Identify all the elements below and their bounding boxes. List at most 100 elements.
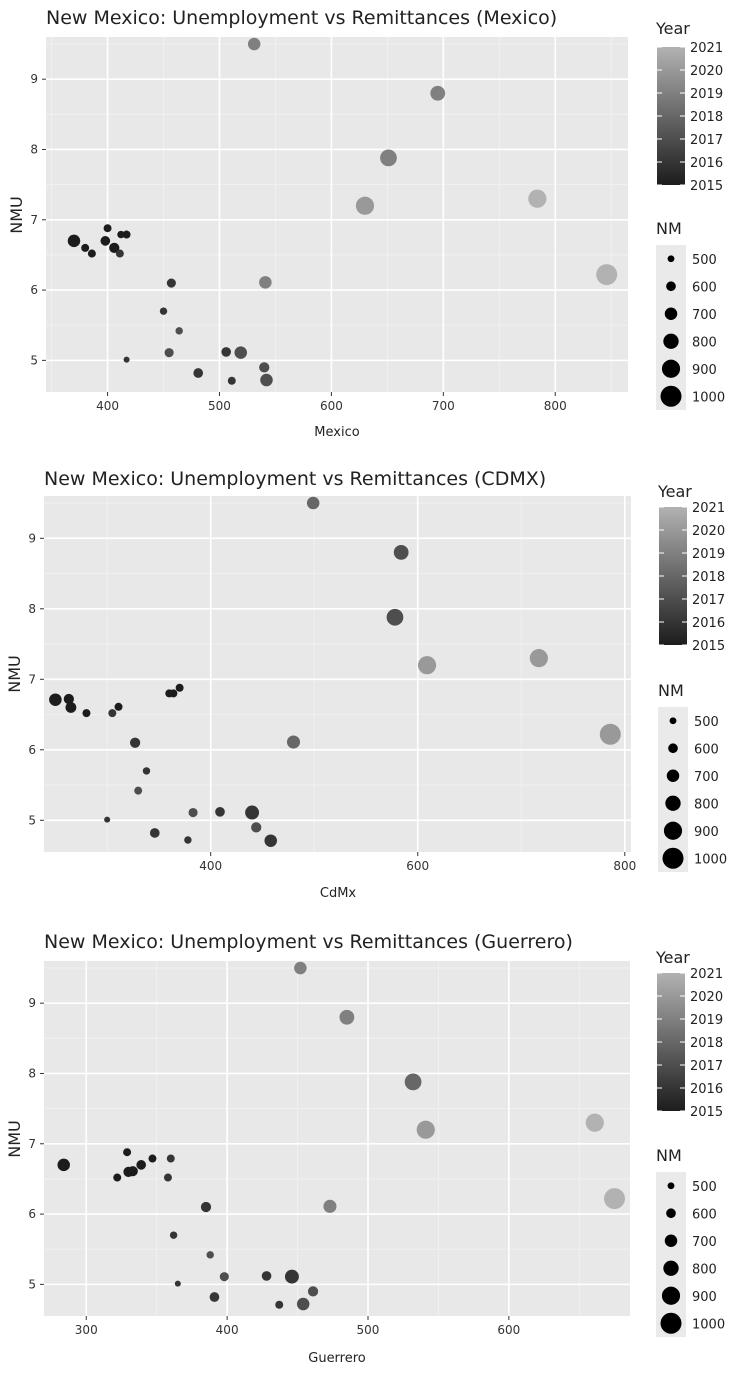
- legend-nm-keys: 500 600 700 800 900 1000: [660, 253, 725, 407]
- plot-background: [46, 37, 628, 392]
- nm-key-circle: [667, 1182, 675, 1190]
- data-point: [416, 1120, 435, 1139]
- data-point: [63, 693, 74, 705]
- data-point: [49, 693, 62, 706]
- nm-key-circle: [660, 1312, 682, 1334]
- legend-nm-title: NM: [656, 219, 682, 238]
- nm-key-circle: [663, 1260, 679, 1276]
- grid: [46, 37, 628, 392]
- nm-key-circle: [663, 821, 683, 840]
- year-label: 2020: [690, 64, 723, 79]
- data-point: [169, 689, 178, 698]
- legend-nm-title: NM: [656, 1146, 682, 1165]
- data-point: [134, 786, 143, 795]
- data-point: [404, 1073, 422, 1091]
- nm-key-circle: [663, 333, 679, 349]
- data-point: [148, 1154, 157, 1163]
- nm-label: 1000: [692, 1317, 725, 1332]
- year-label: 2017: [690, 1059, 723, 1074]
- nm-label: 900: [692, 363, 717, 378]
- year-label: 2015: [690, 1105, 723, 1120]
- y-tick-label: 7: [30, 213, 38, 227]
- y-axis-ticks: 5 6 7 8 9: [30, 72, 46, 367]
- year-label: 2020: [690, 990, 723, 1005]
- data-point: [136, 1160, 147, 1170]
- year-label: 2015: [692, 639, 725, 654]
- data-point: [596, 264, 618, 286]
- y-tick-label: 8: [28, 602, 36, 616]
- data-point: [227, 376, 236, 385]
- data-point: [200, 1201, 212, 1213]
- data-point: [234, 346, 248, 359]
- legend-year: Year 2021 2020 2019 2018 2017 2016 2015: [655, 948, 723, 1120]
- y-axis-title: NMU: [5, 1120, 24, 1157]
- y-tick-label: 7: [28, 1137, 36, 1151]
- nm-label: 600: [694, 742, 719, 757]
- legend-year-labels: 2021 2020 2019 2018 2017 2016 2015: [659, 501, 725, 654]
- chart-title: New Mexico: Unemployment vs Remittances …: [46, 7, 557, 29]
- data-point: [103, 224, 112, 233]
- x-tick-label: 600: [406, 859, 429, 873]
- legend-year-title: Year: [655, 948, 690, 967]
- year-label: 2017: [690, 133, 723, 148]
- nm-key-circle: [668, 743, 678, 754]
- legend-nm: NM 500 600 700 800 900 1000: [656, 219, 725, 410]
- x-tick-label: 500: [208, 399, 231, 413]
- data-point: [188, 807, 198, 818]
- x-tick-label: 700: [432, 399, 455, 413]
- legend-nm: NM 500 600 700 800 900 1000: [658, 681, 727, 872]
- data-point: [599, 723, 621, 745]
- data-point: [169, 1231, 178, 1239]
- data-point: [307, 1286, 319, 1297]
- y-tick-label: 5: [28, 1277, 36, 1291]
- year-label: 2015: [690, 179, 723, 194]
- nm-key-circle: [666, 1208, 676, 1219]
- nm-label: 700: [692, 308, 717, 323]
- data-point: [209, 1292, 220, 1302]
- year-label: 2020: [692, 524, 725, 539]
- nm-key-circle: [666, 769, 680, 783]
- data-point: [159, 307, 168, 315]
- x-axis-ticks: 300 400 500 600: [75, 1316, 520, 1337]
- data-point: [163, 1173, 172, 1182]
- data-point: [380, 149, 397, 167]
- data-point: [259, 362, 270, 373]
- data-point: [221, 347, 232, 357]
- nm-label: 500: [694, 715, 719, 730]
- data-point: [284, 1269, 299, 1284]
- y-tick-label: 9: [30, 72, 38, 86]
- nm-key-circle: [664, 307, 678, 321]
- plot-background: [44, 961, 630, 1316]
- year-label: 2018: [690, 110, 723, 125]
- legend-nm-keys: 500 600 700 800 900 1000: [660, 1180, 725, 1334]
- x-axis-title: Mexico: [314, 425, 359, 440]
- nm-legend-keys: [656, 245, 686, 410]
- data-point: [261, 1271, 272, 1281]
- data-point: [166, 1154, 175, 1163]
- y-tick-label: 5: [28, 813, 36, 827]
- chart-panel-3: New Mexico: Unemployment vs Remittances …: [5, 931, 725, 1366]
- x-tick-label: 300: [75, 1323, 98, 1337]
- nm-label: 500: [692, 1180, 717, 1195]
- nm-legend-keys: [656, 1172, 686, 1337]
- year-label: 2019: [690, 1013, 723, 1028]
- data-point: [87, 249, 96, 258]
- y-tick-label: 6: [30, 283, 38, 297]
- data-point: [323, 1199, 337, 1213]
- data-point: [386, 608, 404, 626]
- data-point: [264, 834, 277, 847]
- data-point: [306, 496, 320, 510]
- data-point: [127, 1166, 138, 1177]
- data-point: [82, 709, 91, 718]
- chart-panel-2: New Mexico: Unemployment vs Remittances …: [5, 468, 727, 901]
- points: [67, 37, 618, 387]
- grid: [44, 496, 631, 852]
- x-tick-label: 400: [96, 399, 119, 413]
- points: [57, 961, 626, 1311]
- nm-label: 600: [692, 280, 717, 295]
- nm-key-circle: [665, 795, 681, 811]
- x-axis-title: CdMx: [320, 886, 357, 901]
- nm-legend-keys: [658, 707, 688, 872]
- plot-background: [44, 496, 631, 852]
- y-axis-title: NMU: [5, 655, 24, 692]
